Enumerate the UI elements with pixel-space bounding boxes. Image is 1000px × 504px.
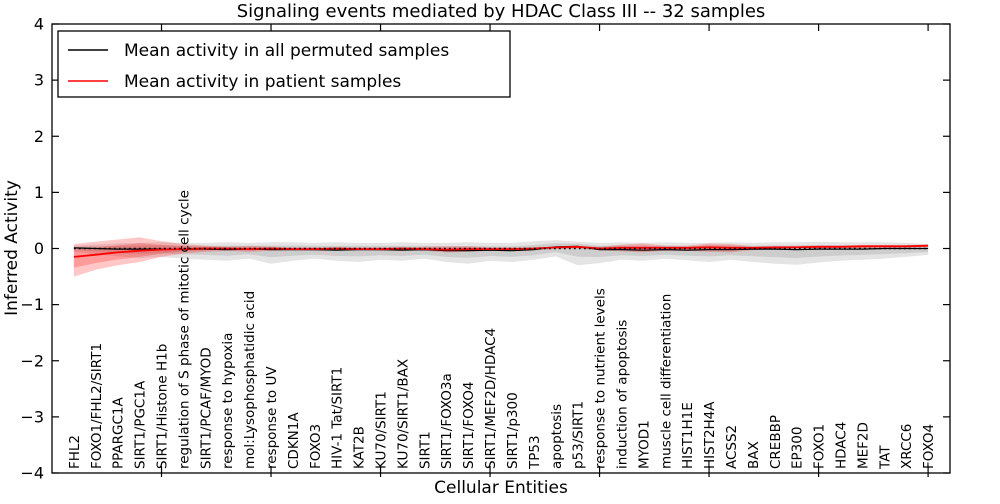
y-tick-label: −2 — [20, 351, 44, 370]
x-tick-label: PPARGC1A — [111, 396, 127, 469]
y-tick-label: 1 — [34, 183, 44, 202]
x-tick-label: response to nutrient levels — [593, 288, 609, 469]
x-tick-label: p53/SIRT1 — [571, 401, 587, 469]
x-tick-label: FOXO3 — [308, 424, 324, 469]
x-tick-label: SIRT1/PGC1A — [133, 380, 149, 469]
x-tick-label: FHL2 — [67, 435, 83, 469]
x-tick-label: HIST2H4A — [702, 401, 718, 469]
x-tick-label: KU70/SIRT1/BAX — [395, 359, 411, 469]
legend-box — [57, 30, 511, 98]
x-tick-label: MEF2D — [855, 422, 871, 469]
x-tick-label: mol:Lysophosphatidic acid — [242, 291, 258, 469]
x-tick-label: response to UV — [264, 366, 280, 469]
y-tick-label: 2 — [34, 127, 44, 146]
x-tick-label: CDKN1A — [286, 412, 302, 469]
y-tick-label: 0 — [34, 239, 44, 258]
x-tick-label: KU70/SIRT1 — [374, 391, 390, 469]
chart-title: Signaling events mediated by HDAC Class … — [237, 1, 766, 22]
x-tick-label: apoptosis — [549, 404, 565, 469]
x-tick-label: FOXO1/FHL2/SIRT1 — [89, 343, 105, 469]
x-tick-label: SIRT1 — [417, 431, 433, 469]
legend-label-patient: Mean activity in patient samples — [124, 72, 401, 92]
y-axis-label: Inferred Activity — [2, 180, 22, 316]
x-tick-label: HDAC4 — [833, 422, 849, 469]
x-tick-label: TAT — [877, 445, 893, 470]
x-tick-label: regulation of S phase of mitotic cell cy… — [176, 190, 192, 469]
y-tick-label: 4 — [34, 15, 44, 34]
x-tick-label: response to hypoxia — [220, 333, 236, 469]
x-tick-label: MYOD1 — [636, 420, 652, 469]
x-tick-label: TP53 — [527, 435, 543, 470]
y-tick-label: −1 — [20, 295, 44, 314]
confidence-bands — [73, 237, 929, 277]
y-tick-label: 3 — [34, 71, 44, 90]
x-tick-label: SIRT1/MEF2D/HDAC4 — [483, 328, 499, 469]
x-tick-label: BAX — [746, 441, 762, 469]
y-tick-label: −4 — [20, 464, 44, 483]
x-tick-label: SIRT1/Histone H1b — [155, 344, 171, 469]
y-tick-labels: 4 3 2 1 0 −1 −2 −3 −4 — [20, 15, 44, 483]
legend: Mean activity in all permuted samples Me… — [57, 30, 511, 98]
y-tick-label: −3 — [20, 407, 44, 426]
x-tick-label: induction of apoptosis — [614, 320, 630, 469]
x-tick-label: SIRT1/FOXO4 — [461, 382, 477, 469]
axes-frame — [51, 23, 951, 477]
x-tick-label: EP300 — [790, 427, 806, 469]
x-tick-label: SIRT1/FOXO3a — [439, 373, 455, 469]
x-tick-label: FOXO4 — [921, 424, 937, 469]
x-tick-label: ACSS2 — [724, 425, 740, 469]
x-tick-label: SIRT1/p300 — [505, 392, 521, 469]
x-tick-label: HIV-1 Tat/SIRT1 — [330, 367, 346, 469]
permuted-samples-range-outer — [73, 240, 929, 266]
x-tick-label: XRCC6 — [899, 424, 915, 469]
x-tick-label: FOXO1 — [812, 424, 828, 469]
x-tick-labels: FHL2 FOXO1/FHL2/SIRT1 PPARGC1A SIRT1/PGC1A S… — [67, 190, 937, 470]
series-line-patient — [73, 244, 929, 258]
x-tick-label: HIST1H1E — [680, 402, 696, 469]
series-lines — [73, 244, 929, 258]
x-tick-label: KAT2B — [352, 426, 368, 469]
x-tick-label: CREBBP — [768, 415, 784, 469]
x-tick-label: SIRT1/PCAF/MYOD — [198, 347, 214, 469]
legend-label-permuted: Mean activity in all permuted samples — [124, 41, 449, 61]
x-axis-label: Cellular Entities — [434, 478, 568, 498]
x-tick-label: muscle cell differentiation — [658, 294, 674, 469]
